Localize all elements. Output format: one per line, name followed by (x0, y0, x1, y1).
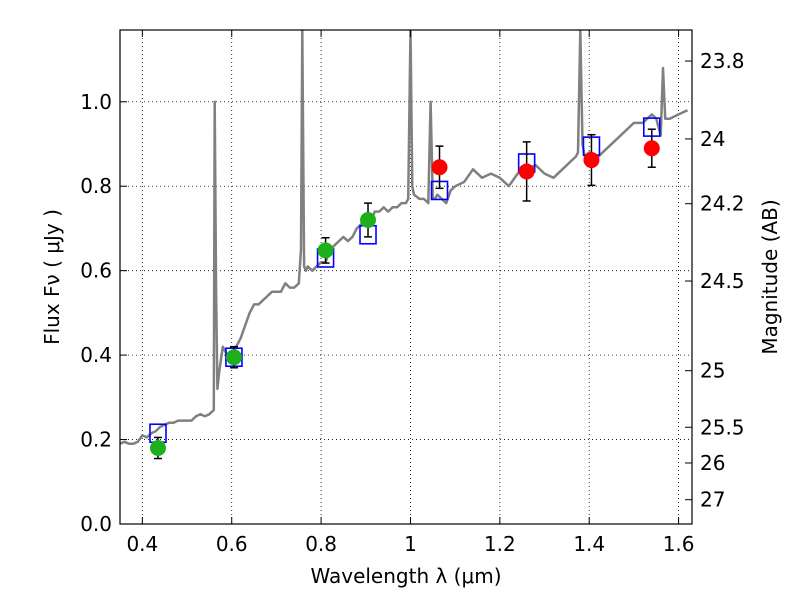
y2-tick-label: 24.5 (700, 269, 745, 293)
x-tick-label: 1.6 (663, 532, 695, 556)
y2-tick-label: 25 (700, 359, 725, 383)
y2-axis-label: Magnitude (AB) (758, 199, 782, 354)
ticks: 0.4 0.6 0.8 1 1.2 1.4 1.6 0.0 0.2 0.4 0.6 0.8 1.0 23.… (80, 30, 745, 556)
y2-tick-label: 23.8 (700, 49, 745, 73)
x-tick-label: 0.6 (216, 532, 248, 556)
plot-frame (119, 29, 693, 525)
observed-points (149, 128, 660, 460)
x-tick-label: 0.4 (126, 532, 158, 556)
x-tick-label: 1.4 (573, 532, 605, 556)
y2-tick-label: 24 (700, 127, 725, 151)
y-tick-label: 0.4 (80, 343, 112, 367)
x-axis-label: Wavelength λ (μm) (310, 564, 501, 588)
x-tick-label: 1.2 (484, 532, 516, 556)
y-axis-label: Flux Fν ( μJy ) (40, 209, 64, 345)
y-tick-label: 0.8 (80, 174, 112, 198)
observed-point (149, 440, 166, 456)
y2-tick-label: 24.2 (700, 192, 745, 216)
y2-tick-label: 26 (700, 451, 725, 475)
y-tick-label: 0.0 (80, 512, 112, 536)
observed-point (643, 140, 660, 157)
x-tick-label: 1 (404, 532, 417, 556)
observed-point (317, 242, 334, 259)
spectrum-line (120, 30, 689, 446)
y-tick-label: 0.2 (80, 428, 112, 452)
observed-point (225, 349, 242, 366)
y2-tick-label: 27 (700, 488, 725, 512)
y2-tick-label: 25.5 (700, 415, 745, 439)
observed-point (518, 163, 535, 180)
observed-point (583, 152, 600, 169)
spectrum (120, 30, 689, 446)
x-tick-label: 0.8 (305, 532, 337, 556)
y-tick-label: 1.0 (80, 90, 112, 114)
observed-point (431, 159, 448, 176)
y-tick-label: 0.6 (80, 259, 112, 283)
observed-point (360, 212, 377, 228)
